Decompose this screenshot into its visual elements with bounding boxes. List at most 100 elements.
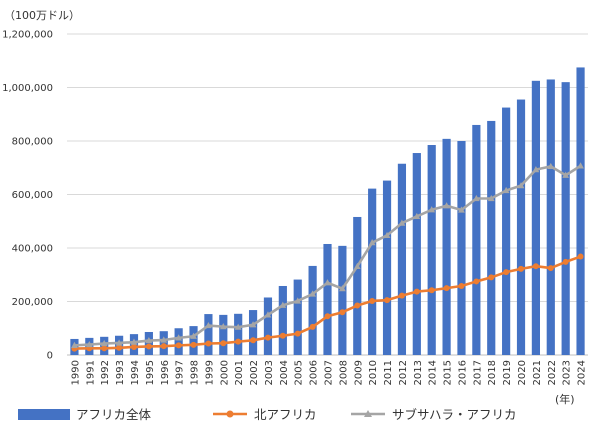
data-point (503, 269, 510, 276)
x-tick-label: 2004 (279, 360, 290, 385)
bar-series (70, 67, 585, 356)
data-point (279, 332, 286, 339)
data-point (115, 339, 123, 346)
x-tick-label: 2008 (338, 360, 349, 385)
y-tick-label: 1,200,000 (2, 30, 53, 41)
data-point (309, 323, 316, 330)
data-point (472, 194, 480, 202)
x-tick-label: 2000 (219, 360, 230, 385)
data-point (205, 321, 212, 329)
bar (576, 67, 585, 355)
data-point (235, 338, 242, 345)
bar (427, 145, 436, 355)
data-point (264, 334, 271, 341)
y-tick-label: 200,000 (12, 297, 53, 308)
data-point (160, 336, 168, 343)
data-point (428, 206, 436, 213)
legend-label: サブサハラ・アフリカ (392, 407, 517, 422)
x-tick-label: 2011 (383, 360, 394, 385)
data-point (369, 297, 376, 304)
line-series (71, 162, 584, 352)
x-tick-label: 2012 (398, 360, 409, 385)
x-tick-label: 2015 (443, 360, 454, 385)
data-point (413, 212, 421, 220)
data-point (398, 292, 405, 299)
bar (308, 265, 317, 355)
legend-label: アフリカ全体 (76, 407, 152, 422)
bar (278, 285, 287, 355)
data-point (547, 162, 555, 170)
bar (472, 124, 481, 355)
bar (531, 80, 540, 355)
data-point (547, 265, 554, 272)
data-point (249, 321, 257, 328)
x-tick-label: 1996 (160, 360, 171, 385)
bar (353, 216, 362, 355)
data-point (175, 334, 183, 341)
bar (442, 138, 451, 355)
x-tick-label: 2010 (368, 360, 379, 385)
x-tick-label: 1992 (100, 360, 111, 385)
y-axis-ticks: 0 200,000 400,000 600,000 800,000 1,000,000 1,… (2, 30, 53, 362)
x-tick-label: 1998 (190, 360, 201, 385)
legend-label: 北アフリカ (254, 407, 317, 422)
x-tick-label: 1990 (70, 360, 81, 385)
data-point (220, 340, 227, 347)
data-point (338, 285, 346, 292)
x-tick-label: 2023 (562, 360, 573, 385)
x-tick-label: 2006 (309, 360, 320, 385)
data-point (190, 341, 197, 348)
bar (412, 153, 421, 355)
x-tick-label: 1999 (204, 360, 215, 385)
bar (487, 120, 496, 355)
data-point (562, 258, 569, 265)
data-point (384, 297, 391, 304)
bar (368, 188, 377, 355)
y-tick-label: 0 (47, 351, 53, 362)
legend: アフリカ全体 北アフリカ サブサハラ・アフリカ (18, 407, 517, 422)
x-tick-label: 2005 (294, 360, 305, 385)
y-tick-label: 1,000,000 (2, 83, 53, 94)
bar (546, 79, 555, 355)
data-point (116, 344, 123, 351)
data-point (294, 297, 302, 304)
data-point (458, 282, 465, 289)
data-point (85, 340, 93, 348)
data-point (562, 171, 570, 178)
data-point (264, 311, 272, 318)
x-tick-label: 1995 (145, 360, 156, 385)
bar (293, 279, 302, 355)
bar (174, 328, 183, 355)
data-point (473, 278, 480, 285)
x-tick-label: 2014 (428, 360, 439, 385)
data-point (443, 285, 450, 292)
legend-swatch-bar (18, 409, 70, 420)
data-point (353, 262, 361, 270)
x-tick-label: 2018 (487, 360, 498, 385)
data-point (577, 253, 584, 260)
x-unit-label: (年) (555, 392, 575, 406)
data-point (294, 330, 301, 337)
bar (219, 314, 228, 355)
x-tick-label: 1997 (175, 360, 186, 385)
x-tick-label: 2019 (502, 360, 513, 385)
y-tick-label: 400,000 (12, 244, 53, 255)
data-point (100, 339, 108, 347)
bar (397, 163, 407, 355)
data-point (487, 194, 495, 202)
y-tick-label: 600,000 (12, 190, 53, 201)
data-point (130, 343, 137, 350)
x-tick-label: 1993 (115, 360, 126, 385)
data-point (354, 302, 361, 309)
data-point (339, 309, 346, 316)
x-tick-label: 1991 (85, 360, 96, 385)
y-unit-label: （100万ドル） (4, 9, 80, 22)
x-tick-label: 2017 (472, 360, 483, 385)
data-point (517, 182, 525, 189)
x-axis-ticks: 1990 1991 1992 1993 1994 1995 1996 1997 1998 1999… (70, 360, 587, 385)
x-tick-label: 2007 (324, 360, 335, 385)
bar (382, 180, 392, 355)
data-point (130, 338, 138, 345)
